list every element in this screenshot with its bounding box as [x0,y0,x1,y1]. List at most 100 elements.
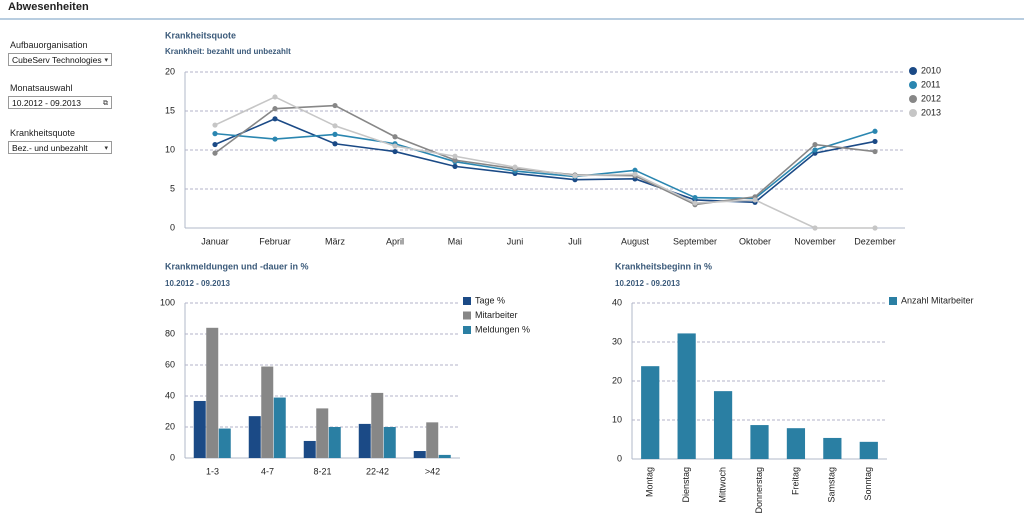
x-tick-label: Montag [645,467,655,497]
x-tick-label: Mittwoch [717,467,727,503]
chart-panel: Krankheitsbeginn in % 10.2012 - 09.2013 0 1… [612,261,974,513]
y-tick-label: 0 [170,222,175,232]
line-point [212,150,218,156]
line-point [212,141,218,148]
y-tick-label: 5 [170,183,175,193]
line-point [392,143,398,149]
line-point [692,194,698,201]
filter-value: CubeServ Technologies [12,55,102,65]
legend-marker [909,109,917,117]
y-tick-label: 40 [612,297,622,307]
calendar-icon[interactable]: ⧉ [103,100,108,107]
line-point [512,164,518,170]
x-tick-label: Juli [568,236,582,246]
chart-subtitle: 10.2012 - 09.2013 [615,279,680,288]
legend-marker [909,81,917,89]
x-tick-label: 1-3 [206,466,219,476]
filter-value: 10.2012 - 09.2013 [12,98,82,108]
legend-label: 2010 [921,65,941,75]
bar [371,392,384,458]
x-tick-label: Freitag [790,467,800,495]
line-point [812,141,818,148]
legend-marker [463,311,471,320]
date-picker[interactable]: 10.2012 - 09.2013 ⧉ [8,96,112,109]
bar [206,327,219,458]
y-tick-label: 80 [165,328,175,338]
bar [859,441,878,459]
line-point [812,225,818,231]
dropdown-arrow[interactable]: ▾ [104,145,108,152]
line-point [452,163,458,169]
x-tick-label: August [621,236,650,246]
bar [823,437,842,459]
y-tick-label: 15 [165,105,175,115]
line-point [332,141,338,147]
y-tick-label: 0 [617,453,622,463]
line-point [452,153,458,159]
legend-label: Tage % [475,295,505,305]
bar [248,416,261,458]
line-point [692,200,698,206]
line-point [392,134,398,140]
y-tick-label: 30 [612,336,622,346]
legend-label: Anzahl Mitarbeiter [901,295,974,305]
bar [713,391,733,459]
chart-subtitle: 10.2012 - 09.2013 [165,279,230,288]
bar [438,454,451,458]
line-series [214,117,876,204]
bar [358,423,371,458]
line-point [872,148,878,155]
line-point [332,123,338,129]
dropdown[interactable]: Bez.- und unbezahlt ▾ [8,141,112,154]
filter-label: Monatsauswahl [10,83,73,93]
bar [750,425,769,459]
x-tick-label: Sonntag [863,467,873,501]
header-title: Abwesenheiten [8,1,89,13]
line-point [212,131,218,137]
y-tick-label: 0 [170,452,175,462]
y-tick-label: 10 [612,414,622,424]
line-point [332,131,338,137]
x-tick-label: November [794,236,836,246]
bar [218,428,231,458]
x-tick-label: 8-21 [313,466,331,476]
bar [316,408,329,458]
chart-subtitle: Krankheit: bezahlt und unbezahlt [165,47,291,56]
bar [303,440,316,458]
bar [193,400,206,458]
x-tick-label: Dienstag [681,467,691,503]
legend-label: 2012 [921,93,941,103]
line-point [632,171,638,177]
line-point [272,106,278,112]
line-series [214,130,876,200]
line-point [272,94,278,100]
y-tick-label: 100 [160,297,175,307]
legend-marker [463,297,471,305]
x-tick-label: Oktober [739,236,771,246]
y-tick-label: 10 [165,144,175,154]
legend-label: Meldungen % [475,324,530,334]
line-point [872,225,878,231]
y-tick-label: 60 [165,359,175,369]
legend-marker [909,67,917,75]
x-tick-label: Februar [259,236,291,246]
line-point [572,173,578,179]
x-tick-label: März [325,236,345,246]
line-point [752,197,758,203]
filter-label: Krankheitsquote [10,128,76,138]
header: Abwesenheiten [0,0,1024,20]
x-tick-label: 22-42 [366,466,389,476]
x-tick-label: Mai [448,236,463,246]
y-tick-label: 40 [165,390,175,400]
dropdown-arrow[interactable]: ▾ [104,57,108,64]
line-point [632,167,638,173]
line-point [872,128,878,134]
x-tick-label: Samstag [827,467,837,503]
line-point [272,136,278,142]
bar [273,397,286,458]
y-tick-label: 20 [165,421,175,431]
line-point [272,116,278,122]
dropdown[interactable]: CubeServ Technologies ▾ [8,53,112,66]
legend-marker [463,326,471,334]
